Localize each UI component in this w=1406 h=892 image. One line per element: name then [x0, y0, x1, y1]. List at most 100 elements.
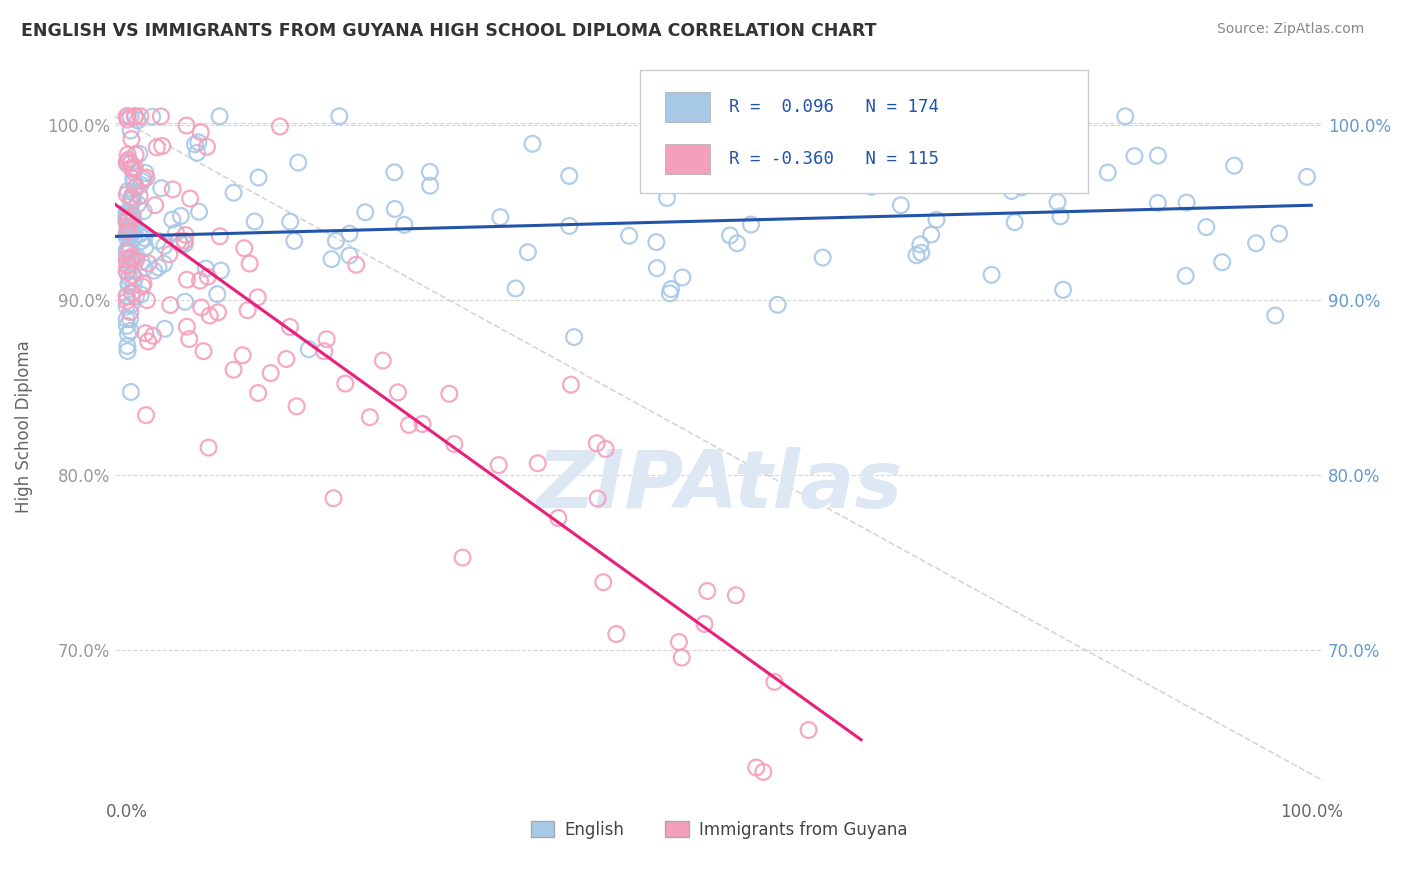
Point [125, 180, 148, 194]
Bar [665, 92, 710, 122]
Point [1223, 159, 1246, 173]
Point [188, 204, 211, 219]
Point [1195, 220, 1218, 235]
Point [117, 259, 139, 273]
Point [278, 320, 301, 334]
Point [797, 723, 820, 737]
Point [247, 386, 270, 401]
Point [645, 235, 668, 249]
Point [522, 136, 544, 151]
Point [165, 226, 187, 240]
Point [1147, 148, 1170, 162]
Point [174, 294, 197, 309]
Point [439, 386, 461, 401]
Point [121, 286, 143, 301]
Point [120, 156, 142, 170]
Point [945, 163, 967, 178]
Point [117, 225, 139, 239]
Point [1049, 210, 1071, 224]
Point [117, 184, 139, 198]
Point [142, 328, 165, 343]
Point [315, 332, 337, 346]
Point [745, 760, 768, 774]
Point [488, 458, 510, 472]
Point [136, 293, 159, 307]
Point [236, 303, 259, 318]
Point [243, 214, 266, 228]
Point [1011, 180, 1033, 194]
Point [247, 170, 270, 185]
Point [117, 112, 139, 127]
Point [246, 290, 269, 304]
Point [115, 224, 138, 238]
Point [115, 300, 138, 314]
Point [115, 294, 138, 309]
Point [134, 166, 156, 180]
Point [127, 113, 149, 128]
Point [149, 109, 172, 123]
Point [125, 289, 148, 303]
Point [547, 511, 569, 525]
Point [117, 243, 139, 257]
Point [117, 225, 139, 239]
Point [115, 318, 138, 333]
Point [179, 332, 201, 346]
Point [1045, 169, 1067, 183]
Point [605, 627, 627, 641]
Point [321, 252, 343, 266]
Point [193, 344, 215, 359]
Point [260, 366, 283, 380]
Point [592, 575, 614, 590]
Point [905, 248, 928, 262]
Point [233, 241, 256, 255]
Point [1026, 175, 1049, 189]
Point [184, 137, 207, 152]
Point [283, 234, 305, 248]
Point [134, 240, 156, 254]
Point [120, 256, 142, 270]
Point [125, 253, 148, 268]
Point [197, 441, 219, 455]
Point [1264, 309, 1286, 323]
Point [141, 110, 163, 124]
Point [811, 251, 834, 265]
Point [394, 218, 416, 232]
Point [120, 324, 142, 338]
Point [560, 377, 582, 392]
Point [285, 400, 308, 414]
Point [387, 385, 409, 400]
Point [121, 161, 143, 175]
Point [136, 256, 159, 270]
Point [132, 277, 155, 291]
Point [890, 198, 912, 212]
Point [451, 550, 474, 565]
Point [1004, 215, 1026, 229]
Point [153, 322, 176, 336]
Point [118, 312, 141, 326]
Point [276, 351, 298, 366]
Point [157, 247, 180, 261]
Point [122, 213, 145, 227]
Point [122, 278, 145, 293]
Point [659, 282, 682, 296]
Point [586, 491, 609, 506]
Point [145, 140, 167, 154]
Point [115, 312, 138, 326]
Point [278, 215, 301, 229]
Point [115, 155, 138, 169]
Point [810, 123, 832, 137]
Point [1114, 109, 1136, 123]
Point [128, 227, 150, 242]
Point [115, 205, 138, 219]
Point [128, 146, 150, 161]
Point [1296, 169, 1319, 184]
Point [1052, 283, 1074, 297]
Point [117, 243, 139, 257]
Point [131, 255, 153, 269]
Point [120, 110, 142, 124]
Point [222, 186, 245, 200]
Point [115, 209, 138, 223]
Point [328, 109, 350, 123]
Point [122, 171, 145, 186]
Text: R =  0.096   N = 174: R = 0.096 N = 174 [728, 98, 939, 116]
